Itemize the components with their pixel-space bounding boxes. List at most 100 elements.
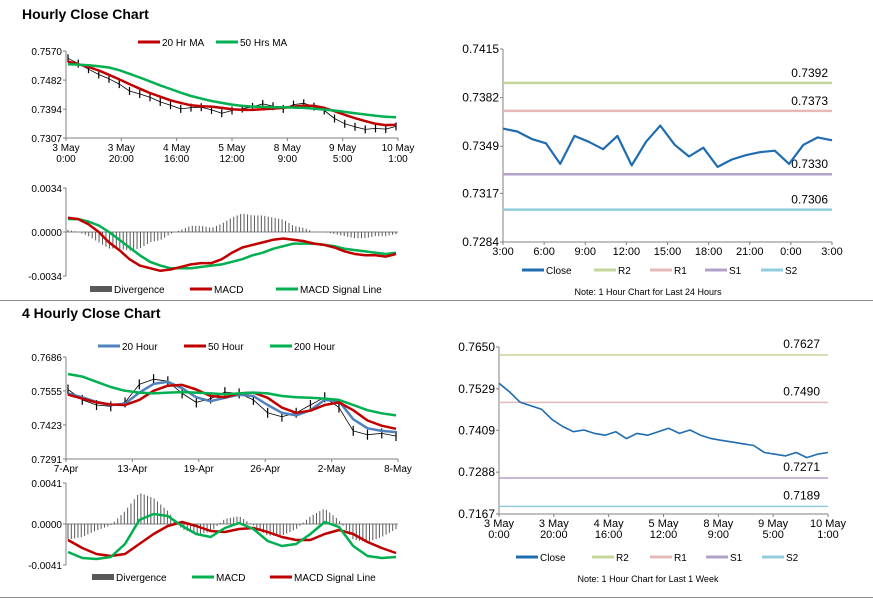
four-hourly-macd-line — [67, 512, 397, 561]
four-hourly-levels-x-tick: 5 May — [649, 518, 679, 530]
hourly-price-x-tick: 0:00 — [56, 154, 76, 165]
hourly-macd-legend-swatch — [90, 286, 112, 292]
section-divider — [0, 300, 873, 301]
hourly-levels-legend-label: S1 — [729, 266, 742, 277]
hourly-price-x-tick: 5:00 — [333, 154, 353, 165]
hourly-price-y-tick: 0.7394 — [31, 105, 62, 116]
four-hourly-price-x-tick: 7-Apr — [54, 464, 79, 475]
hourly-price-x-tick: 4 May — [163, 143, 190, 154]
hourly-levels-y-tick: 0.7317 — [462, 186, 499, 200]
hourly-levels-x-tick: 3:00 — [492, 246, 513, 258]
hourly-macd-y-tick: -0.0034 — [28, 272, 62, 283]
hourly-20-hr-ma-line — [67, 60, 397, 127]
hourly-price-x-tick: 12:00 — [219, 154, 244, 165]
hourly-macd-legend-label: Divergence — [114, 285, 165, 296]
four-hourly-levels-y-tick: 0.7529 — [458, 382, 495, 396]
hourly-price-x-tick: 3 May — [108, 143, 135, 154]
hourly-levels-x-tick: 15:00 — [654, 246, 682, 258]
four-hourly-level-r2-label: 0.7627 — [783, 337, 820, 351]
four-hourly-price-y-tick: 0.7555 — [31, 387, 62, 398]
hourly-price-x-tick: 9 May — [329, 143, 356, 154]
four-hourly-levels-x-tick: 1:00 — [817, 529, 838, 541]
four-hourly-levels-x-tick: 0:00 — [488, 529, 509, 541]
four-hourly-50-hour-line — [67, 383, 397, 431]
hourly-price-x-tick: 8 May — [274, 143, 301, 154]
four-hourly-price-x-tick: 2-May — [318, 464, 346, 475]
hourly-macd-y-tick: 0.0034 — [31, 184, 62, 195]
four-hourly-macd-legend-label: MACD — [216, 573, 245, 584]
hourly-levels-x-tick: 21:00 — [736, 246, 764, 258]
four-hourly-levels-x-tick: 9 May — [758, 518, 788, 530]
hourly-macd-signal-line — [68, 217, 397, 270]
hourly-50-hrs-ma-line — [67, 62, 397, 119]
hourly-levels-y-tick: 0.7415 — [462, 42, 499, 56]
hourly-levels-x-tick: 6:00 — [533, 246, 554, 258]
hourly-level-s1-label: 0.7330 — [791, 157, 828, 171]
four-hourly-levels-legend-label: S2 — [786, 553, 799, 564]
four-hourly-price-y-tick: 0.7291 — [31, 455, 62, 466]
hourly-price-legend-label: 20 Hr MA — [162, 38, 205, 49]
four-hourly-close-line — [498, 382, 829, 459]
four-hourly-levels-x-tick: 3 May — [484, 518, 514, 530]
hourly-levels-x-tick: 18:00 — [695, 246, 723, 258]
four-hourly-levels-x-tick: 12:00 — [650, 529, 678, 541]
four-hourly-levels-y-tick: 0.7650 — [458, 340, 495, 354]
four-hourly-section-title: 4 Hourly Close Chart — [22, 305, 161, 321]
four-hourly-level-r1-label: 0.7490 — [783, 384, 820, 398]
hourly-macd-line — [67, 216, 397, 273]
four-hourly-price-y-tick: 0.7686 — [31, 353, 62, 364]
four-hourly-levels-legend-label: S1 — [730, 553, 743, 564]
four-hourly-price-legend-label: 20 Hour — [122, 342, 158, 353]
hourly-price-y-tick: 0.7482 — [31, 76, 62, 87]
hourly-levels-y-tick: 0.7349 — [462, 139, 499, 153]
hourly-price-line — [67, 57, 397, 130]
four-hourly-levels-y-tick: 0.7409 — [458, 423, 495, 437]
hourly-price-x-tick: 20:00 — [109, 154, 134, 165]
hourly-level-s2-label: 0.7306 — [791, 193, 828, 207]
hourly-levels-y-tick: 0.7284 — [462, 235, 499, 249]
hourly-macd-legend-label: MACD Signal Line — [300, 285, 382, 296]
hourly-level-r1-label: 0.7373 — [791, 94, 828, 108]
hourly-macd-legend-label: MACD — [214, 285, 243, 296]
four-hourly-levels-x-tick: 8 May — [703, 518, 733, 530]
four-hourly-price-x-tick: 19-Apr — [184, 464, 215, 475]
hourly-price-x-tick: 3 May — [52, 143, 79, 154]
four-hourly-price-legend-label: 200 Hour — [294, 342, 336, 353]
hourly-levels-y-tick: 0.7382 — [462, 91, 499, 105]
hourly-levels-note: Note: 1 Hour Chart for Last 24 Hours — [574, 287, 722, 297]
hourly-price-legend-label: 50 Hrs MA — [240, 38, 288, 49]
four-hourly-levels-legend-label: Close — [540, 553, 566, 564]
hourly-levels-legend-label: R1 — [674, 266, 687, 277]
four-hourly-macd-legend-label: Divergence — [116, 573, 167, 584]
four-hourly-macd-legend-swatch — [92, 574, 114, 580]
bottom-divider — [0, 597, 873, 598]
four-hourly-levels-note: Note: 1 Hour Chart for Last 1 Week — [578, 574, 719, 584]
four-hourly-levels-x-tick: 9:00 — [708, 529, 729, 541]
hourly-levels-x-tick: 12:00 — [613, 246, 641, 258]
hourly-section-title: Hourly Close Chart — [22, 6, 149, 22]
four-hourly-levels-legend-label: R1 — [674, 553, 687, 564]
four-hourly-macd-y-tick: 0.0041 — [31, 479, 62, 490]
hourly-levels-x-tick: 3:00 — [821, 246, 842, 258]
four-hourly-price-y-tick: 0.7423 — [31, 421, 62, 432]
four-hourly-macd-y-tick: 0.0000 — [31, 520, 62, 531]
hourly-price-x-tick: 16:00 — [164, 154, 189, 165]
hourly-close-line — [502, 124, 833, 168]
hourly-levels-legend-label: S2 — [785, 266, 798, 277]
hourly-price-x-tick: 10 May — [382, 143, 415, 154]
four-hourly-levels-x-tick: 4 May — [594, 518, 624, 530]
hourly-price-x-tick: 5 May — [218, 143, 245, 154]
four-hourly-price-x-tick: 8-May — [384, 464, 412, 475]
hourly-price-x-tick: 9:00 — [278, 154, 298, 165]
hourly-levels-legend-label: Close — [546, 266, 572, 277]
four-hourly-level-s1-label: 0.7271 — [783, 460, 820, 474]
four-hourly-macd-y-tick: -0.0041 — [28, 561, 62, 572]
hourly-levels-x-tick: 0:00 — [780, 246, 801, 258]
four-hourly-price-x-tick: 13-Apr — [117, 464, 148, 475]
four-hourly-levels-x-tick: 10 May — [810, 518, 847, 530]
four-hourly-price-legend-label: 50 Hour — [208, 342, 244, 353]
four-hourly-levels-legend-label: R2 — [616, 553, 629, 564]
hourly-macd-y-tick: 0.0000 — [31, 228, 62, 239]
hourly-price-y-tick: 0.7570 — [31, 47, 62, 58]
